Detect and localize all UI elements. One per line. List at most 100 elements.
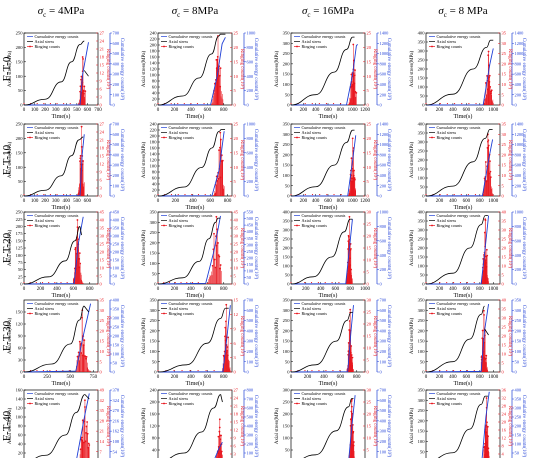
legend-label: Cumulative energy counts <box>35 301 79 306</box>
y-tick-label: 140 <box>16 397 24 402</box>
ring-tick-label: 25 <box>234 122 239 127</box>
cum-tick-label: 50 <box>113 361 118 366</box>
cum-tick-label: 1000 <box>247 31 257 36</box>
ring-axis-label: Ringing counts(10³) <box>372 228 378 269</box>
y-axis-label: Axial stress(MPa) <box>410 318 415 355</box>
ring-marker <box>487 139 490 142</box>
x-tick-label: 800 <box>220 108 228 113</box>
ring-tick-label: 20 <box>234 45 239 50</box>
cum-axis-label: Cumulative energy counts(10³) <box>253 305 259 368</box>
row-label: F-T-40 <box>1 410 13 441</box>
y-tick-label: 250 <box>418 318 426 323</box>
ring-marker <box>353 169 355 172</box>
legend-label: Cumulative energy counts <box>35 34 79 39</box>
ring-marker <box>49 102 52 105</box>
y-tick-label: 350 <box>283 31 291 36</box>
ring-tick-label: 25 <box>100 318 105 323</box>
ring-tick-label: 10 <box>502 264 507 269</box>
ring-marker <box>459 281 462 284</box>
ring-marker <box>227 336 230 339</box>
cum-tick-label: 400 <box>113 298 120 303</box>
y-tick-label: 90 <box>18 334 23 339</box>
ring-tick-label: 45 <box>234 210 239 215</box>
ring-tick-label: 5 <box>234 88 237 93</box>
ring-tick-label: 35 <box>100 408 105 413</box>
ring-tick-label: 28 <box>100 418 105 423</box>
legend-marker <box>163 312 165 315</box>
legend-label: Cumulative energy counts <box>437 213 481 218</box>
ring-marker <box>23 369 25 372</box>
x-tick-label: 800 <box>476 108 484 113</box>
legend-label: Ringing counts <box>302 44 328 49</box>
ring-tick-label: 35 <box>502 31 507 36</box>
y-axis-label: Axial stress(MPa) <box>275 142 280 179</box>
y-tick-label: 225 <box>16 217 24 222</box>
ring-tick-label: 0 <box>502 103 505 108</box>
y-tick-label: 0 <box>422 282 425 287</box>
chart-panel: 0200400600800040801201602002400369121518… <box>142 388 259 463</box>
ring-tick-label: 10 <box>502 82 507 87</box>
ring-marker <box>48 281 50 284</box>
ring-marker <box>42 369 45 372</box>
cum-tick-label: 500 <box>247 318 254 323</box>
x-tick-label: 750 <box>90 375 98 380</box>
y-tick-label: 100 <box>16 74 24 79</box>
axial-stress-line <box>425 395 486 463</box>
ring-marker <box>35 281 37 284</box>
legend-label: Axial stress <box>35 39 55 44</box>
ring-marker <box>56 102 58 105</box>
axial-stress-line <box>290 129 353 197</box>
y-tick-label: 200 <box>418 418 426 423</box>
cum-tick-label: 100 <box>515 349 522 354</box>
cum-axis-label: Cumulative energy counts(10³) <box>253 38 259 101</box>
y-tick-label: 150 <box>16 238 24 243</box>
cumulative-energy-line <box>157 37 226 106</box>
legend-marker <box>163 224 165 227</box>
ring-tick-label: 5 <box>367 179 370 184</box>
x-axis-label: Time(s) <box>52 292 71 299</box>
ring-marker <box>55 369 57 372</box>
y-tick-label: 80 <box>152 436 157 441</box>
ring-marker <box>354 69 356 72</box>
ring-marker <box>86 421 89 423</box>
ring-tick-label: 20 <box>367 234 372 239</box>
cum-tick-label: 0 <box>247 103 250 108</box>
x-tick-label: 600 <box>84 199 92 204</box>
ring-marker <box>219 138 222 141</box>
x-tick-label: 400 <box>449 108 457 113</box>
y-axis-label: Axial stress(MPa) <box>8 51 13 88</box>
y-tick-label: 400 <box>418 210 426 215</box>
legend-label: Cumulative energy counts <box>302 301 346 306</box>
ring-axis-label: Ringing counts(10³) <box>105 406 111 447</box>
cum-tick-label: 350 <box>247 236 254 241</box>
cum-tick-label: 600 <box>380 163 387 168</box>
x-axis-label: Time(s) <box>319 204 338 211</box>
legend-label: Cumulative energy counts <box>169 125 213 130</box>
y-tick-label: 150 <box>283 339 291 344</box>
x-tick-label: 200 <box>300 199 308 204</box>
y-tick-label: 50 <box>420 273 425 278</box>
ring-axis-label: Ringing counts(10³) <box>239 406 245 447</box>
cum-tick-label: 300 <box>247 339 254 344</box>
y-tick-label: 140 <box>150 61 158 66</box>
axial-stress-line <box>157 394 221 463</box>
ring-marker <box>304 281 306 284</box>
y-axis-label: Axial stress(MPa) <box>410 408 415 445</box>
ring-marker <box>340 102 342 105</box>
ring-marker <box>186 281 188 284</box>
ring-axis-label: Ringing counts(10³) <box>372 406 378 447</box>
ring-marker <box>36 369 38 372</box>
cum-axis-label: Cumulative energy counts(10³) <box>253 217 259 280</box>
y-tick-label: 20 <box>152 188 157 193</box>
ring-tick-label: 9 <box>100 79 103 84</box>
ring-marker <box>349 247 352 250</box>
ring-tick-label: 35 <box>502 307 507 312</box>
x-axis-label: Time(s) <box>454 292 473 299</box>
ring-tick-label: 10 <box>502 173 507 178</box>
cum-tick-label: 200 <box>515 183 522 188</box>
ring-marker <box>290 102 292 105</box>
axial-stress-line <box>425 39 491 106</box>
ring-tick-label: 15 <box>100 258 105 263</box>
y-tick-label: 100 <box>418 439 426 444</box>
axial-stress-line <box>290 311 352 373</box>
